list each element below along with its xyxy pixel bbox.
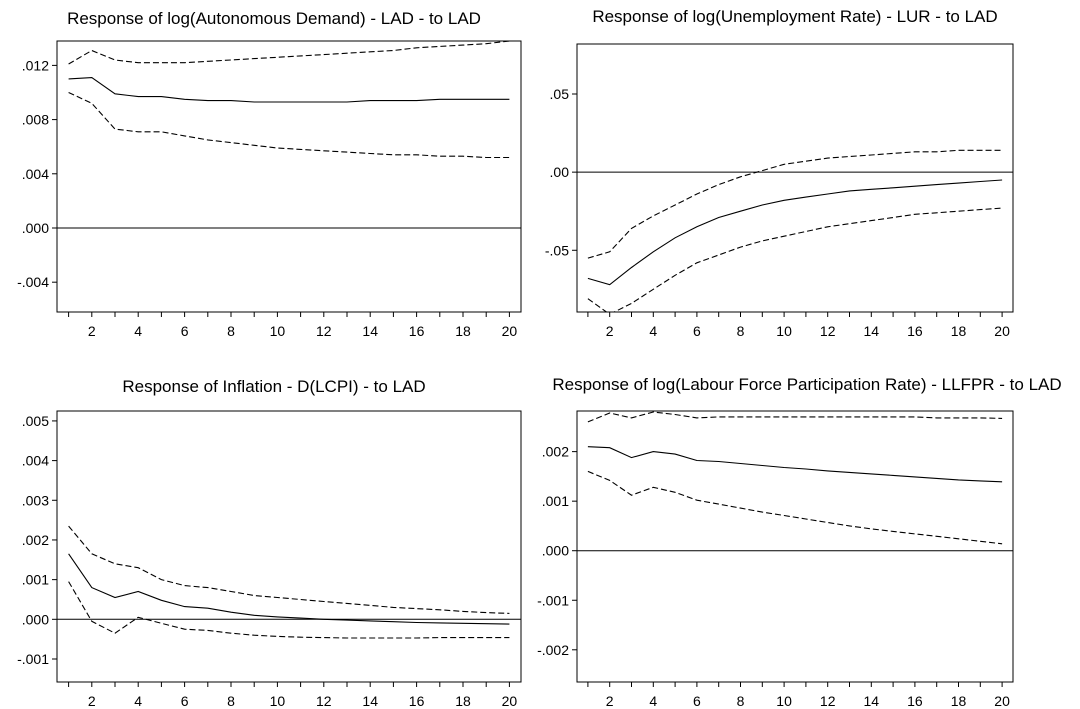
panel-lad: Response of log(Autonomous Demand) - LAD… (0, 0, 540, 354)
x-tick-label: 8 (737, 323, 745, 339)
x-tick-label: 4 (649, 693, 657, 709)
x-tick-label: 16 (907, 693, 923, 709)
y-tick-label: .001 (22, 572, 49, 588)
x-tick-label: 14 (864, 323, 880, 339)
plot-frame (56, 40, 522, 313)
x-tick-label: 20 (502, 323, 518, 339)
confidence-band-line (68, 92, 510, 159)
x-tick-label: 4 (649, 323, 657, 339)
chart-title-inflation: Response of Inflation - D(LCPI) - to LAD (122, 377, 425, 396)
y-tick-label: .000 (22, 220, 49, 236)
x-tick-label: 20 (994, 693, 1010, 709)
confidence-band-line (587, 470, 1003, 545)
y-tick-label: .001 (542, 493, 569, 509)
x-tick-label: 2 (88, 323, 96, 339)
y-tick-label: .004 (22, 453, 49, 469)
panel-inflation: Response of Inflation - D(LCPI) - to LAD… (0, 360, 540, 709)
x-tick-label: 6 (181, 323, 189, 339)
x-tick-label: 18 (455, 693, 471, 709)
x-tick-label: 18 (951, 323, 967, 339)
x-tick-label: 2 (606, 323, 614, 339)
confidence-band-line (587, 411, 1003, 423)
chart-llfpr: Response of log(Labour Force Participati… (537, 375, 1062, 709)
chart-inflation: Response of Inflation - D(LCPI) - to LAD… (17, 377, 522, 709)
x-tick-label: 6 (181, 693, 189, 709)
chart-lur: Response of log(Unemployment Rate) - LUR… (545, 7, 1014, 339)
y-tick-label: .005 (22, 413, 49, 429)
plot-frame (576, 410, 1014, 683)
y-tick-label: .000 (542, 543, 569, 559)
x-tick-label: 10 (270, 693, 286, 709)
y-tick-label: -.002 (537, 642, 569, 658)
x-tick-label: 8 (227, 693, 235, 709)
response-line (587, 446, 1003, 483)
x-tick-label: 14 (864, 693, 880, 709)
y-tick-label: .002 (22, 532, 49, 548)
x-tick-label: 18 (951, 693, 967, 709)
y-tick-label: .05 (550, 86, 570, 102)
y-tick-label: -.004 (17, 274, 49, 290)
x-tick-label: 18 (455, 323, 471, 339)
x-tick-label: 12 (316, 323, 332, 339)
y-tick-label: .000 (22, 611, 49, 627)
plot-frame (576, 43, 1014, 313)
confidence-band-line (68, 581, 510, 639)
x-tick-label: 2 (88, 693, 96, 709)
x-tick-label: 14 (362, 323, 378, 339)
confidence-band-line (587, 149, 1003, 259)
x-tick-label: 6 (693, 693, 701, 709)
x-tick-label: 4 (134, 693, 142, 709)
x-tick-label: 10 (776, 323, 792, 339)
panel-llfpr: Response of log(Labour Force Participati… (537, 360, 1080, 709)
y-tick-label: -.001 (537, 592, 569, 608)
confidence-band-line (587, 207, 1003, 312)
x-tick-label: 10 (270, 323, 286, 339)
x-tick-label: 14 (362, 693, 378, 709)
chart-title-llfpr: Response of log(Labour Force Participati… (552, 375, 1061, 394)
panel-lur: Response of log(Unemployment Rate) - LUR… (540, 0, 1080, 354)
chart-lad: Response of log(Autonomous Demand) - LAD… (17, 9, 522, 339)
x-tick-label: 16 (907, 323, 923, 339)
x-tick-label: 6 (693, 323, 701, 339)
x-tick-label: 16 (409, 323, 425, 339)
x-tick-label: 2 (606, 693, 614, 709)
x-tick-label: 4 (134, 323, 142, 339)
y-tick-label: .00 (550, 164, 570, 180)
y-tick-label: .003 (22, 492, 49, 508)
y-tick-label: .002 (542, 444, 569, 460)
response-line (68, 77, 510, 103)
x-tick-label: 16 (409, 693, 425, 709)
response-line (68, 553, 510, 625)
y-tick-label: .012 (22, 57, 49, 73)
x-tick-label: 8 (737, 693, 745, 709)
y-tick-label: .008 (22, 112, 49, 128)
y-tick-label: .004 (22, 166, 49, 182)
response-line (587, 179, 1003, 286)
y-tick-label: -.05 (545, 242, 569, 258)
x-tick-label: 10 (776, 693, 792, 709)
x-tick-label: 20 (994, 323, 1010, 339)
chart-title-lur: Response of log(Unemployment Rate) - LUR… (592, 7, 997, 26)
x-tick-label: 12 (820, 323, 836, 339)
chart-title-lad: Response of log(Autonomous Demand) - LAD… (67, 9, 481, 28)
plot-frame (56, 410, 522, 683)
confidence-band-line (68, 525, 510, 614)
x-tick-label: 12 (820, 693, 836, 709)
x-tick-label: 8 (227, 323, 235, 339)
y-tick-label: -.001 (17, 651, 49, 667)
x-tick-label: 12 (316, 693, 332, 709)
confidence-band-line (68, 41, 510, 65)
x-tick-label: 20 (502, 693, 518, 709)
